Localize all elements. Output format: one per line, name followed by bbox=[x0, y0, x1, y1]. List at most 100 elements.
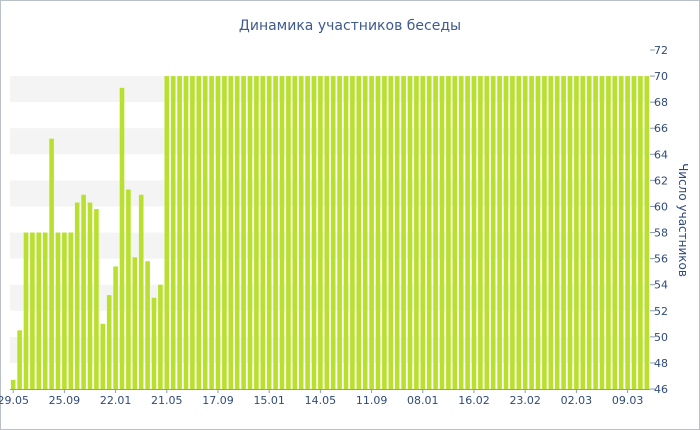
bar bbox=[234, 76, 240, 389]
x-tick-label: 16.02 bbox=[458, 394, 490, 407]
y-tick-label: 60 bbox=[654, 200, 668, 213]
y-tick-label: 50 bbox=[654, 331, 668, 344]
bar bbox=[119, 87, 125, 389]
bar bbox=[190, 76, 195, 389]
bar bbox=[548, 76, 554, 389]
x-tick-label: 25.09 bbox=[49, 394, 81, 407]
bar bbox=[554, 76, 560, 389]
bar bbox=[439, 76, 445, 389]
x-tick-label: 15.01 bbox=[253, 394, 285, 407]
x-tick-label: 21.05 bbox=[151, 394, 183, 407]
bar bbox=[510, 76, 515, 389]
grid-band bbox=[10, 180, 650, 207]
y-tick-label: 54 bbox=[654, 279, 668, 292]
bar bbox=[164, 76, 170, 389]
bar bbox=[452, 76, 458, 389]
grid-bands bbox=[10, 76, 650, 363]
grid-band bbox=[10, 284, 650, 311]
bar bbox=[42, 232, 48, 389]
bar bbox=[618, 76, 624, 389]
x-tick-label: 29.05 bbox=[0, 394, 29, 407]
bar bbox=[94, 209, 99, 389]
bar bbox=[446, 76, 451, 389]
bar bbox=[292, 76, 298, 389]
bar bbox=[625, 76, 630, 389]
bar bbox=[132, 257, 138, 389]
bar bbox=[529, 76, 534, 389]
bar bbox=[17, 330, 22, 389]
y-tick-label: 62 bbox=[654, 174, 668, 187]
bar bbox=[394, 76, 400, 389]
bar bbox=[350, 76, 355, 389]
bar bbox=[426, 76, 432, 389]
bar bbox=[542, 76, 547, 389]
bar bbox=[522, 76, 528, 389]
x-tick-label: 17.09 bbox=[202, 394, 234, 407]
bar bbox=[580, 76, 586, 389]
bar bbox=[106, 295, 112, 389]
x-tick-label: 08.01 bbox=[407, 394, 439, 407]
bar bbox=[503, 76, 509, 389]
bar bbox=[420, 76, 426, 389]
x-tick-label: 11.09 bbox=[356, 394, 388, 407]
bar-series bbox=[10, 76, 650, 389]
bar bbox=[593, 76, 598, 389]
y-axis: 46 48 50 52 54 56 58 60 62 64 66 68 70 72 bbox=[650, 44, 668, 396]
bar bbox=[631, 76, 637, 389]
bar bbox=[362, 76, 368, 389]
bar bbox=[266, 76, 272, 389]
bar bbox=[638, 76, 643, 389]
bar bbox=[81, 194, 86, 389]
bar bbox=[382, 76, 387, 389]
bar bbox=[375, 76, 381, 389]
bar bbox=[158, 284, 163, 389]
bar bbox=[87, 202, 93, 389]
y-tick-label: 70 bbox=[654, 70, 668, 83]
bar bbox=[215, 76, 221, 389]
grid-band bbox=[10, 232, 650, 259]
x-tick-label: 02.03 bbox=[561, 394, 593, 407]
y-tick-label: 52 bbox=[654, 305, 668, 318]
bar bbox=[30, 232, 35, 389]
bar bbox=[145, 261, 150, 389]
grid-band bbox=[10, 336, 650, 363]
bar bbox=[138, 194, 144, 389]
bar bbox=[170, 76, 176, 389]
bar bbox=[260, 76, 266, 389]
bar bbox=[574, 76, 579, 389]
bar bbox=[279, 76, 285, 389]
bar bbox=[324, 76, 330, 389]
bar bbox=[535, 76, 541, 389]
y-tick-label: 72 bbox=[654, 44, 668, 57]
bar bbox=[490, 76, 496, 389]
bar bbox=[612, 76, 618, 389]
bar bbox=[241, 76, 246, 389]
bar bbox=[465, 76, 470, 389]
bar bbox=[561, 76, 566, 389]
bar bbox=[484, 76, 490, 389]
x-axis: 29.05 25.09 22.01 21.05 17.09 15.01 14.05 11.09… bbox=[0, 389, 650, 407]
bar bbox=[606, 76, 611, 389]
y-tick-label: 68 bbox=[654, 96, 668, 109]
bar bbox=[74, 202, 80, 389]
bar bbox=[202, 76, 208, 389]
bar bbox=[433, 76, 438, 389]
grid-band bbox=[10, 76, 650, 103]
y-axis-label: Число участников bbox=[676, 163, 690, 277]
bar bbox=[23, 232, 29, 389]
bar bbox=[567, 76, 573, 389]
bar bbox=[369, 76, 374, 389]
bar bbox=[311, 76, 317, 389]
bar bbox=[247, 76, 253, 389]
bar bbox=[49, 138, 54, 389]
bar bbox=[458, 76, 464, 389]
grid-band bbox=[10, 128, 650, 155]
bar bbox=[113, 266, 118, 389]
bar bbox=[497, 76, 502, 389]
bar bbox=[471, 76, 477, 389]
bar bbox=[330, 76, 336, 389]
bar bbox=[337, 76, 342, 389]
bar bbox=[222, 76, 227, 389]
bar bbox=[196, 76, 202, 389]
bar bbox=[151, 297, 157, 389]
